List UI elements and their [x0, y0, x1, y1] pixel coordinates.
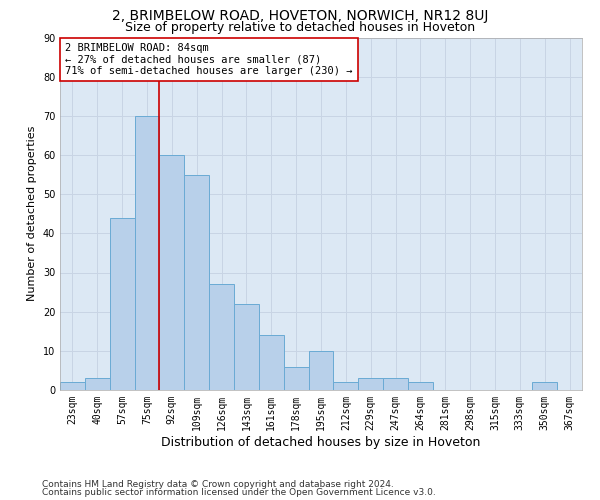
Bar — [85, 378, 110, 390]
Bar — [259, 335, 284, 390]
Bar — [358, 378, 383, 390]
Bar — [334, 382, 358, 390]
X-axis label: Distribution of detached houses by size in Hoveton: Distribution of detached houses by size … — [161, 436, 481, 448]
Bar — [134, 116, 160, 390]
Bar — [160, 155, 184, 390]
Bar — [532, 382, 557, 390]
Y-axis label: Number of detached properties: Number of detached properties — [27, 126, 37, 302]
Text: 2 BRIMBELOW ROAD: 84sqm
← 27% of detached houses are smaller (87)
71% of semi-de: 2 BRIMBELOW ROAD: 84sqm ← 27% of detache… — [65, 43, 353, 76]
Text: 2, BRIMBELOW ROAD, HOVETON, NORWICH, NR12 8UJ: 2, BRIMBELOW ROAD, HOVETON, NORWICH, NR1… — [112, 9, 488, 23]
Bar — [308, 351, 334, 390]
Bar — [184, 174, 209, 390]
Text: Contains public sector information licensed under the Open Government Licence v3: Contains public sector information licen… — [42, 488, 436, 497]
Bar — [383, 378, 408, 390]
Text: Contains HM Land Registry data © Crown copyright and database right 2024.: Contains HM Land Registry data © Crown c… — [42, 480, 394, 489]
Bar — [284, 366, 308, 390]
Bar — [60, 382, 85, 390]
Bar — [234, 304, 259, 390]
Text: Size of property relative to detached houses in Hoveton: Size of property relative to detached ho… — [125, 21, 475, 34]
Bar — [110, 218, 134, 390]
Bar — [408, 382, 433, 390]
Bar — [209, 284, 234, 390]
